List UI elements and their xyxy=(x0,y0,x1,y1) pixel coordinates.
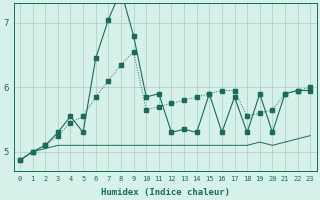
X-axis label: Humidex (Indice chaleur): Humidex (Indice chaleur) xyxy=(100,188,230,197)
